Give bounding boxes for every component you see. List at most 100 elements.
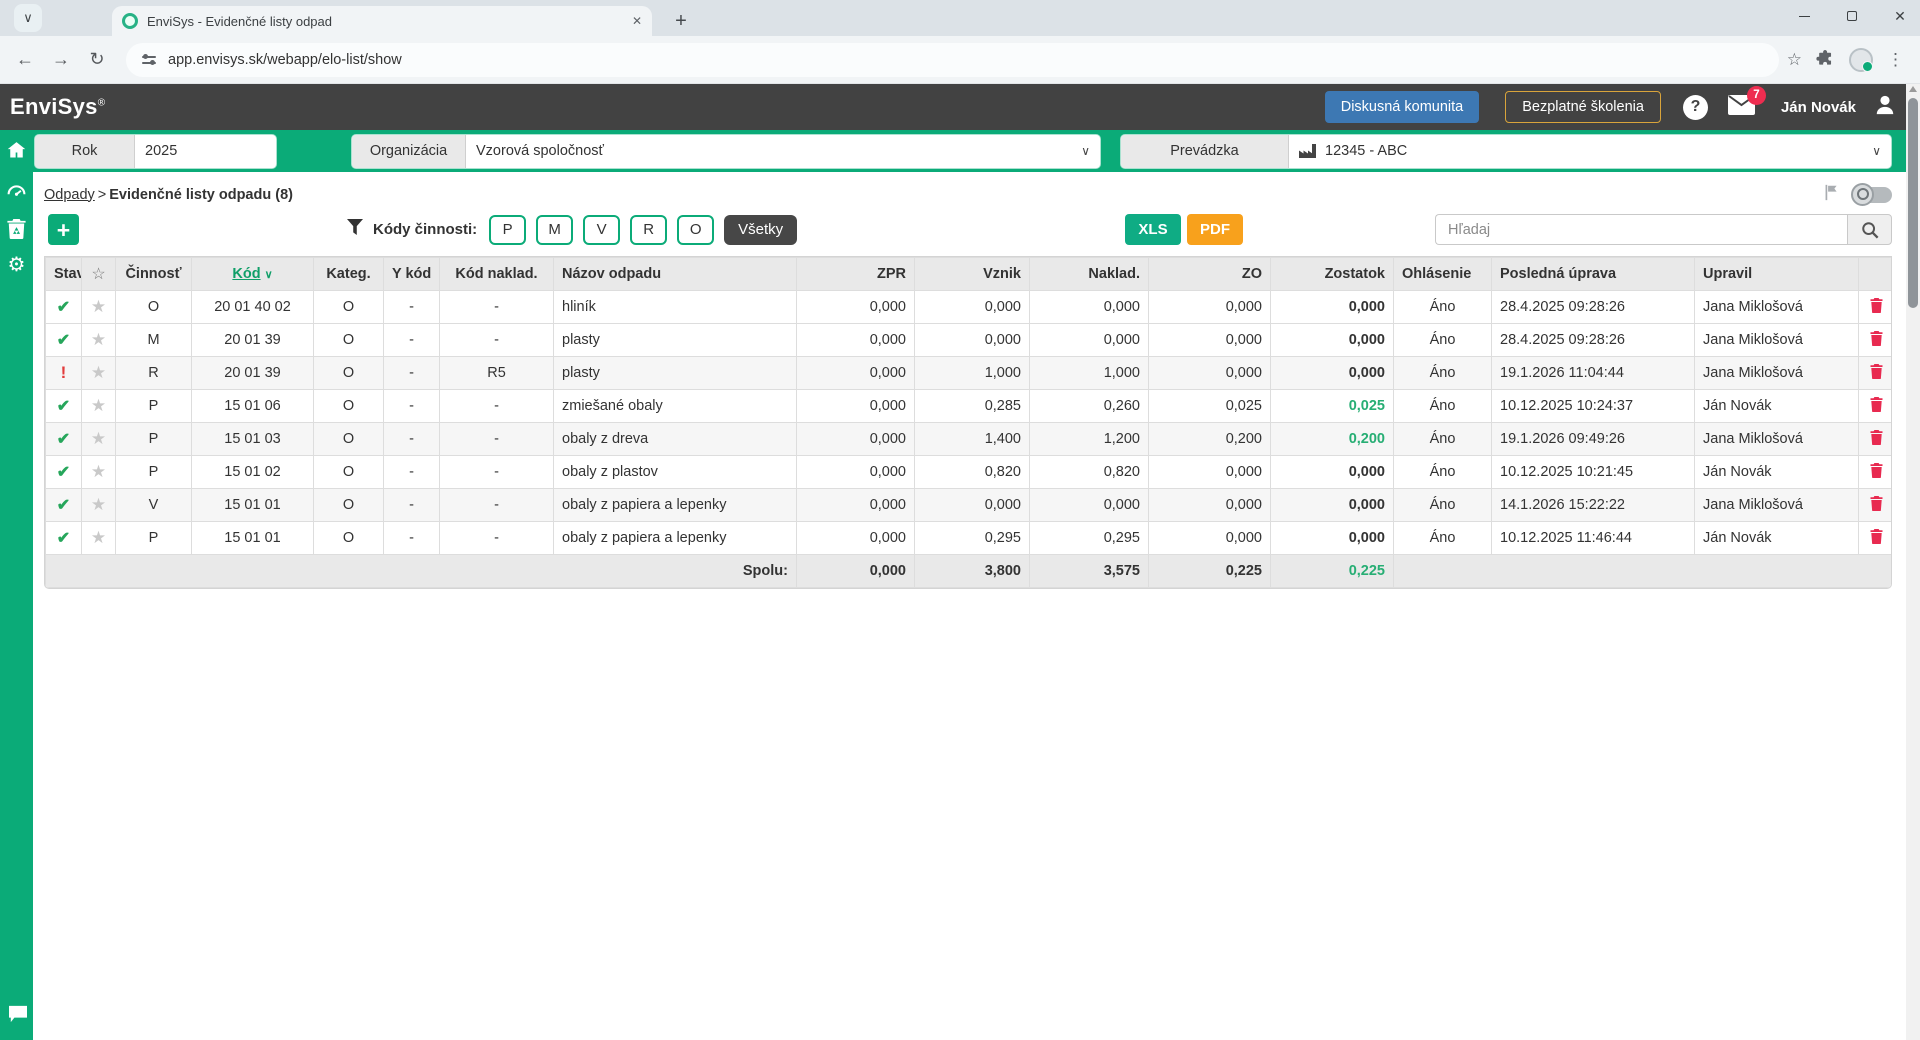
- delete-icon[interactable]: [1870, 297, 1883, 313]
- delete-icon[interactable]: [1870, 396, 1883, 412]
- cell-akcie[interactable]: [1858, 422, 1891, 456]
- favorite-star-icon[interactable]: ★: [90, 363, 107, 382]
- cell-akcie[interactable]: [1858, 290, 1891, 324]
- sidebar: ⚙: [0, 172, 33, 1040]
- cell-star[interactable]: ★: [81, 455, 116, 489]
- scrollbar-thumb[interactable]: [1908, 98, 1918, 308]
- delete-icon[interactable]: [1870, 495, 1883, 511]
- search-button[interactable]: [1847, 214, 1892, 245]
- cell-akcie[interactable]: [1858, 455, 1891, 489]
- home-icon[interactable]: [6, 140, 27, 165]
- export-xls-button[interactable]: XLS: [1125, 214, 1181, 245]
- table-row[interactable]: ✔ ★ P 15 01 02 O - - obaly z plastov 0,000 0,820 0…: [45, 455, 1891, 489]
- scrollbar-up-arrow[interactable]: [1909, 86, 1917, 92]
- favorite-star-icon[interactable]: ★: [90, 396, 107, 415]
- code-button-all[interactable]: Všetky: [724, 214, 798, 245]
- table-row[interactable]: ✔ ★ M 20 01 39 O - - plasty 0,000 0,000 0,000 0,000…: [45, 323, 1891, 357]
- cell-kateg: O: [313, 290, 384, 324]
- add-record-button[interactable]: +: [48, 214, 79, 245]
- cell-star[interactable]: ★: [81, 422, 116, 456]
- code-button-o[interactable]: O: [677, 214, 715, 245]
- cell-star[interactable]: ★: [81, 323, 116, 357]
- back-button[interactable]: ←: [16, 49, 34, 69]
- flag-icon[interactable]: [1823, 184, 1840, 205]
- url-text[interactable]: app.envisys.sk/webapp/elo-list/show: [168, 51, 402, 68]
- cell-kateg: O: [313, 323, 384, 357]
- address-bar[interactable]: app.envisys.sk/webapp/elo-list/show: [126, 42, 1779, 77]
- window-minimize-button[interactable]: [1794, 6, 1814, 26]
- header-nazov: Názov odpadu: [553, 257, 797, 291]
- organization-select[interactable]: Vzorová spoločnosť ∨: [466, 134, 1100, 168]
- window-maximize-button[interactable]: [1842, 6, 1862, 26]
- tab-close-icon[interactable]: ✕: [631, 14, 642, 28]
- extensions-puzzle-icon[interactable]: [1816, 48, 1835, 72]
- page-scrollbar[interactable]: [1906, 84, 1920, 1040]
- cell-naklad: 0,000: [1029, 488, 1149, 522]
- code-button-r[interactable]: R: [630, 214, 668, 245]
- table-row[interactable]: ✔ ★ P 15 01 06 O - - zmiešané obaly 0,000 0,285 0,…: [45, 389, 1891, 423]
- messages-button[interactable]: 7: [1727, 85, 1766, 120]
- cell-star[interactable]: ★: [81, 521, 116, 555]
- cell-star[interactable]: ★: [81, 356, 116, 390]
- sort-kod-button[interactable]: Kód ∨: [232, 266, 273, 282]
- delete-icon[interactable]: [1870, 330, 1883, 346]
- export-pdf-button[interactable]: PDF: [1187, 214, 1243, 245]
- cell-akcie[interactable]: [1858, 356, 1891, 390]
- new-tab-button[interactable]: +: [675, 9, 687, 32]
- code-button-v[interactable]: V: [583, 214, 621, 245]
- delete-icon[interactable]: [1870, 363, 1883, 379]
- cell-star[interactable]: ★: [81, 488, 116, 522]
- code-button-m[interactable]: M: [536, 214, 574, 245]
- cell-naklad: 0,820: [1029, 455, 1149, 489]
- browser-menu-kebab-icon[interactable]: ⋮: [1887, 49, 1904, 69]
- sidebar-waste-icon[interactable]: [6, 218, 27, 239]
- cell-akcie[interactable]: [1858, 521, 1891, 555]
- window-close-button[interactable]: ✕: [1894, 7, 1906, 24]
- site-info-icon[interactable]: [140, 51, 158, 69]
- favorite-star-icon[interactable]: ★: [90, 330, 107, 349]
- tab-search-button[interactable]: ∨: [14, 4, 42, 32]
- year-input[interactable]: [145, 143, 265, 159]
- favorite-star-icon[interactable]: ★: [90, 462, 107, 481]
- delete-icon[interactable]: [1870, 429, 1883, 445]
- header-actions: Diskusná komunita Bezplatné školenia ? 7…: [1324, 85, 1896, 123]
- table-row[interactable]: ✔ ★ V 15 01 01 O - - obaly z papiera a lepenky 0…: [45, 488, 1891, 522]
- profile-avatar[interactable]: [1849, 47, 1873, 72]
- refresh-button[interactable]: ↻: [89, 49, 105, 69]
- delete-icon[interactable]: [1870, 462, 1883, 478]
- view-toggle[interactable]: [1851, 182, 1892, 206]
- code-button-p[interactable]: P: [489, 214, 527, 245]
- cell-akcie[interactable]: [1858, 323, 1891, 357]
- favorite-star-icon[interactable]: ★: [90, 429, 107, 448]
- community-button[interactable]: Diskusná komunita: [1324, 91, 1480, 123]
- forward-button[interactable]: →: [52, 49, 70, 69]
- favorite-star-icon[interactable]: ★: [90, 495, 107, 514]
- toggle-knob-icon: [1851, 182, 1874, 206]
- help-icon[interactable]: ?: [1682, 94, 1708, 120]
- cell-ohlasenie: Áno: [1393, 290, 1492, 324]
- delete-icon[interactable]: [1870, 528, 1883, 544]
- favorite-star-icon[interactable]: ★: [90, 297, 107, 316]
- cell-vznik: 0,000: [914, 488, 1030, 522]
- training-button[interactable]: Bezplatné školenia: [1505, 91, 1661, 123]
- user-icon[interactable]: [1874, 94, 1896, 121]
- sidebar-settings-icon[interactable]: ⚙: [7, 254, 26, 276]
- table-row[interactable]: ✔ ★ P 15 01 01 O - - obaly z papiera a lepenky 0…: [45, 521, 1891, 555]
- cell-akcie[interactable]: [1858, 389, 1891, 423]
- cell-star[interactable]: ★: [81, 389, 116, 423]
- sidebar-dashboard-icon[interactable]: [6, 182, 27, 203]
- table-row[interactable]: ✔ ★ O 20 01 40 02 O - - hliník 0,000 0,000 0,000 0,…: [45, 290, 1891, 324]
- bookmark-star-icon[interactable]: ☆: [1786, 49, 1802, 69]
- browser-tab[interactable]: EnviSys - Evidenčné listy odpad ✕: [112, 6, 652, 36]
- table-row[interactable]: ! ★ R 20 01 39 O - R5 plasty 0,000 1,000 1,000 0,00…: [45, 356, 1891, 390]
- search-input[interactable]: [1435, 214, 1847, 245]
- favorite-star-icon[interactable]: ★: [90, 528, 107, 547]
- site-select[interactable]: 12345 - ABC ∨: [1289, 134, 1891, 168]
- table-row[interactable]: ✔ ★ P 15 01 03 O - - obaly z dreva 0,000 1,400 1,2…: [45, 422, 1891, 456]
- cell-akcie[interactable]: [1858, 488, 1891, 522]
- cell-star[interactable]: ★: [81, 290, 116, 324]
- sidebar-chat-icon[interactable]: [8, 1005, 28, 1028]
- cell-nazov: hliník: [553, 290, 797, 324]
- breadcrumb-parent-link[interactable]: Odpady: [44, 186, 95, 203]
- cell-ohlasenie: Áno: [1393, 356, 1492, 390]
